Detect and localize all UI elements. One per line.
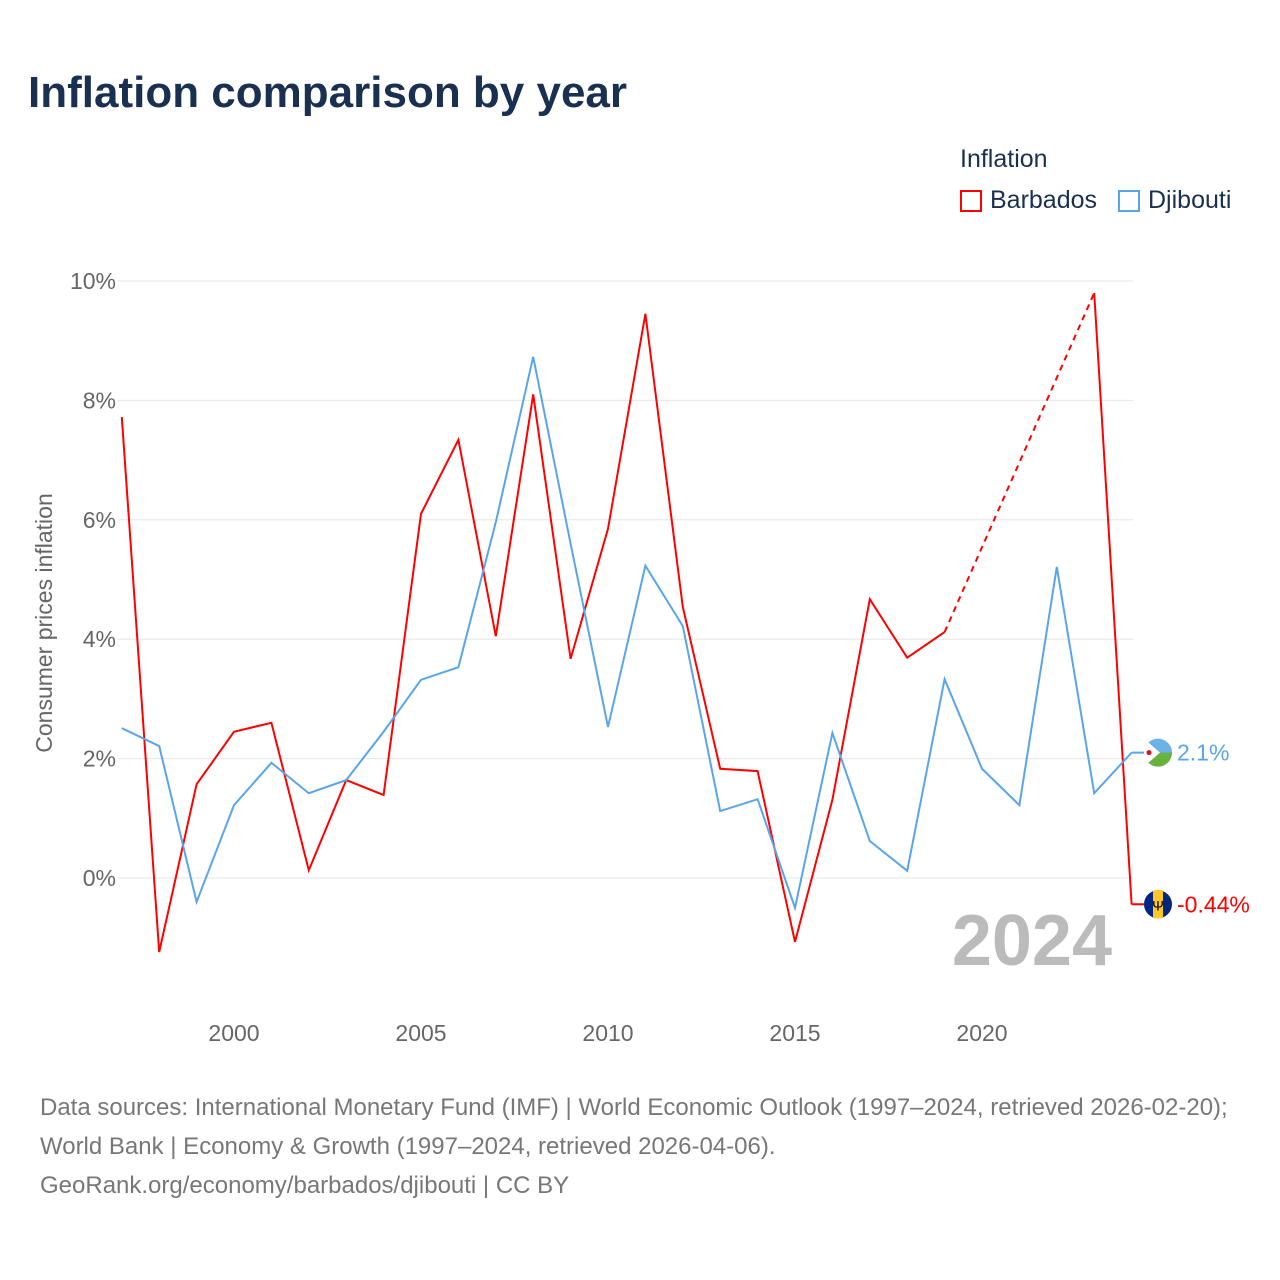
end-label-djibouti: 2.1%	[1177, 740, 1229, 766]
source-link[interactable]: GeoRank.org/economy/barbados/djibouti | …	[40, 1172, 570, 1199]
flag-star	[1146, 750, 1152, 756]
source-note: Data sources: International Monetary Fun…	[40, 1088, 1250, 1205]
source-line: Data sources: International Monetary Fun…	[40, 1094, 1228, 1160]
chart-title: Inflation comparison by year	[28, 68, 628, 117]
y-tick-label: 10%	[70, 268, 116, 294]
x-tick-label: 2005	[395, 1020, 446, 1046]
end-label-barbados: -0.44%	[1177, 891, 1250, 917]
legend-title: Inflation	[960, 145, 1048, 173]
x-tick-label: 2000	[208, 1020, 259, 1046]
legend-label: Barbados	[990, 186, 1098, 214]
legend-swatch	[960, 189, 982, 212]
y-tick-label: 6%	[83, 507, 116, 533]
series-line-barbados	[120, 313, 946, 953]
y-tick-label: 8%	[83, 387, 116, 413]
flag-stripe	[1153, 890, 1163, 919]
y-tick-label: 0%	[83, 865, 116, 891]
y-axis-label: Consumer prices inflation	[31, 493, 57, 753]
y-tick-label: 4%	[83, 626, 116, 652]
legend-label: Djibouti	[1148, 186, 1232, 214]
y-tick-label: 2%	[83, 746, 116, 772]
year-watermark: 2024	[952, 901, 1112, 981]
legend-swatch	[1118, 189, 1140, 212]
x-tick-label: 2010	[582, 1020, 633, 1046]
x-tick-label: 2020	[956, 1020, 1007, 1046]
x-tick-label: 2015	[769, 1020, 820, 1046]
legend-item-djibouti[interactable]: Djibouti	[1118, 186, 1231, 215]
series-gap-line	[943, 292, 1096, 633]
series-line-barbados	[1093, 292, 1133, 905]
trident-icon: Ψ	[1152, 897, 1164, 913]
flag-triangle	[1144, 738, 1160, 767]
legend-item-barbados[interactable]: Barbados	[960, 186, 1097, 215]
series-line-djibouti	[121, 356, 1133, 912]
